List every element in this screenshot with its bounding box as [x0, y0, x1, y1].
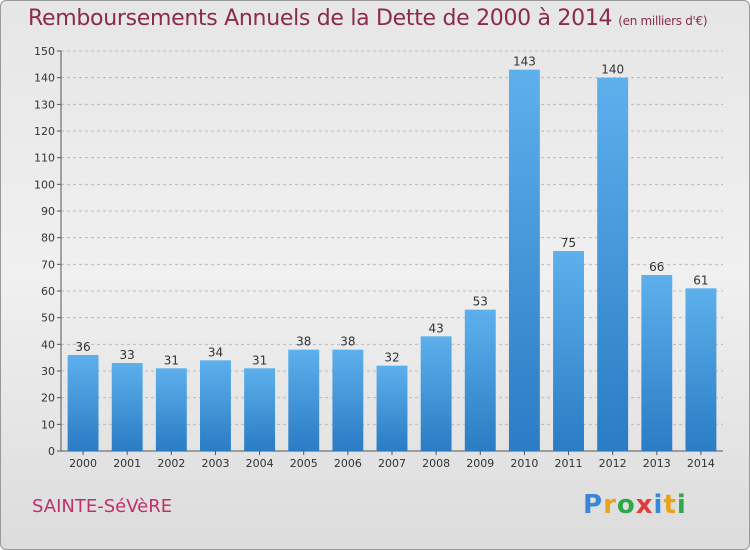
commune-name: SAINTE-SéVèRE: [32, 496, 173, 517]
data-label: 75: [561, 236, 576, 250]
y-tick-label: 50: [41, 312, 55, 325]
x-tick-label: 2014: [687, 457, 715, 470]
x-tick-label: 2006: [334, 457, 362, 470]
data-label: 36: [75, 340, 90, 354]
data-label: 33: [120, 348, 135, 362]
data-label: 140: [601, 63, 624, 77]
x-tick-label: 2009: [466, 457, 494, 470]
y-tick-label: 60: [41, 285, 55, 298]
y-tick-label: 150: [34, 45, 55, 58]
y-tick-label: 80: [41, 232, 55, 245]
bar-2004: [244, 368, 276, 451]
x-tick-label: 2001: [113, 457, 141, 470]
data-label: 61: [693, 273, 708, 287]
data-label: 66: [649, 260, 664, 274]
y-tick-label: 130: [34, 98, 55, 111]
y-tick-label: 0: [48, 445, 55, 458]
bar-2009: [464, 309, 496, 451]
data-label: 32: [384, 351, 399, 365]
data-label: 31: [252, 353, 267, 367]
bar-2012: [597, 77, 629, 452]
y-tick-label: 20: [41, 392, 55, 405]
chart-title: Remboursements Annuels de la Dette de 20…: [28, 6, 708, 31]
x-tick-label: 2010: [510, 457, 538, 470]
bar-2011: [553, 251, 584, 451]
x-tick-label: 2012: [599, 457, 627, 470]
y-tick-label: 120: [34, 125, 55, 138]
x-tick-label: 2002: [157, 457, 185, 470]
y-tick-label: 40: [41, 338, 55, 351]
y-tick-label: 30: [41, 365, 55, 378]
y-tick-label: 10: [41, 418, 55, 431]
bars: [67, 69, 717, 452]
x-tick-label: 2008: [422, 457, 450, 470]
y-tick-label: 100: [34, 178, 55, 191]
proxiti-logo: Proxiti: [583, 490, 687, 520]
y-tick-label: 110: [34, 152, 55, 165]
data-label: 34: [208, 345, 223, 359]
data-label: 38: [296, 335, 311, 349]
y-tick-label: 90: [41, 205, 55, 218]
x-tick-label: 2011: [555, 457, 583, 470]
bar-2000: [67, 355, 99, 451]
x-tick-label: 2007: [378, 457, 406, 470]
bar-2008: [420, 336, 452, 451]
y-tick-label: 70: [41, 258, 55, 271]
bar-2007: [376, 365, 408, 451]
bar-2014: [685, 288, 717, 451]
data-label: 43: [428, 321, 443, 335]
bar-2006: [332, 349, 364, 451]
bar-2002: [155, 368, 187, 451]
x-tick-label: 2004: [246, 457, 274, 470]
data-label: 143: [513, 55, 536, 69]
x-tick-label: 2005: [290, 457, 318, 470]
x-tick-label: 2013: [643, 457, 671, 470]
y-tick-label: 140: [34, 72, 55, 85]
bar-2001: [111, 363, 143, 451]
data-label: 31: [164, 353, 179, 367]
x-tick-label: 2000: [69, 457, 97, 470]
bar-2003: [200, 360, 231, 451]
bar-2010: [508, 69, 540, 452]
x-tick-label: 2003: [201, 457, 229, 470]
bar-2005: [288, 349, 320, 451]
bar-2013: [641, 275, 673, 451]
labels: 36 2000 33 2001 31 2002 34 2003 31 2004 38 2005 38 20…: [69, 55, 715, 470]
data-label: 38: [340, 335, 355, 349]
chart-unit: (en milliers d'€): [618, 14, 708, 28]
data-label: 53: [473, 295, 488, 309]
